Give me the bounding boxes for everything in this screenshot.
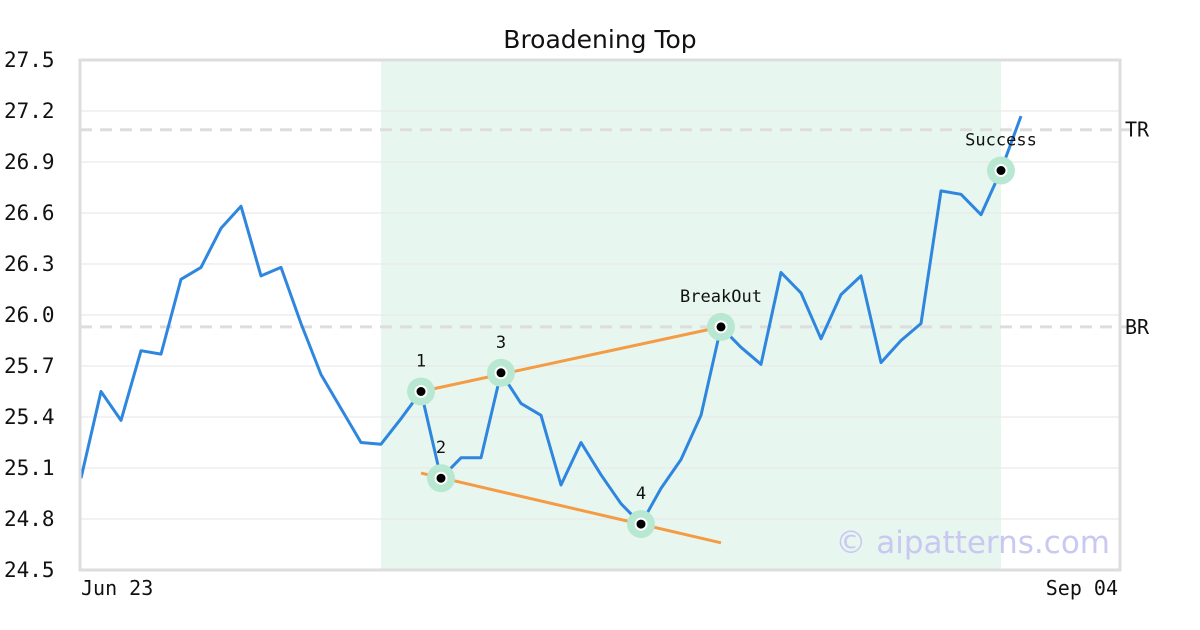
x-end-label: Sep 04 <box>1046 576 1118 600</box>
trendline-lower <box>420 471 722 545</box>
plot-frame <box>78 58 1122 572</box>
y-axis-ticks: 24.5 24.8 25.1 25.4 25.7 26.0 26.3 26.6 26.9 27.2… <box>4 48 55 582</box>
y-tick-label: 26.6 <box>4 201 55 225</box>
y-tick-label: 25.7 <box>4 354 55 378</box>
trendline-upper <box>420 325 722 393</box>
watermark: © aipatterns.com <box>835 525 1110 561</box>
point-label-3: 3 <box>496 333 506 353</box>
trendlines <box>420 325 722 545</box>
point-label-4: 4 <box>636 484 646 504</box>
y-tick-label: 26.0 <box>4 303 55 327</box>
point-marker-breakout <box>714 320 728 334</box>
point-marker-1 <box>414 385 428 398</box>
x-start-label: Jun 23 <box>81 576 153 600</box>
y-tick-label: 24.8 <box>4 507 55 531</box>
y-tick-label: 27.5 <box>4 48 55 72</box>
point-label-2: 2 <box>436 438 446 458</box>
y-tick-label: 25.4 <box>4 405 55 429</box>
point-marker-2 <box>434 471 448 485</box>
y-tick-label: 26.9 <box>4 150 55 174</box>
pattern-markers: 1 2 3 4 BreakOut Success <box>407 131 1037 539</box>
point-marker-3 <box>494 366 508 380</box>
y-tick-label: 24.5 <box>4 558 55 582</box>
point-marker-success <box>994 164 1008 177</box>
chart-title: Broadening Top <box>503 25 696 54</box>
reference-label-tr: TR <box>1125 118 1150 142</box>
point-label-success: Success <box>965 131 1037 151</box>
reference-label-br: BR <box>1125 315 1150 339</box>
y-tick-label: 26.3 <box>4 252 55 276</box>
reference-lines: TR BR <box>80 118 1150 339</box>
y-tick-label: 27.2 <box>4 99 55 123</box>
point-label-1: 1 <box>416 352 426 372</box>
price-line <box>79 115 1023 526</box>
point-label-breakout: BreakOut <box>680 287 762 307</box>
y-tick-label: 25.1 <box>4 456 55 480</box>
point-marker-4 <box>634 517 648 531</box>
